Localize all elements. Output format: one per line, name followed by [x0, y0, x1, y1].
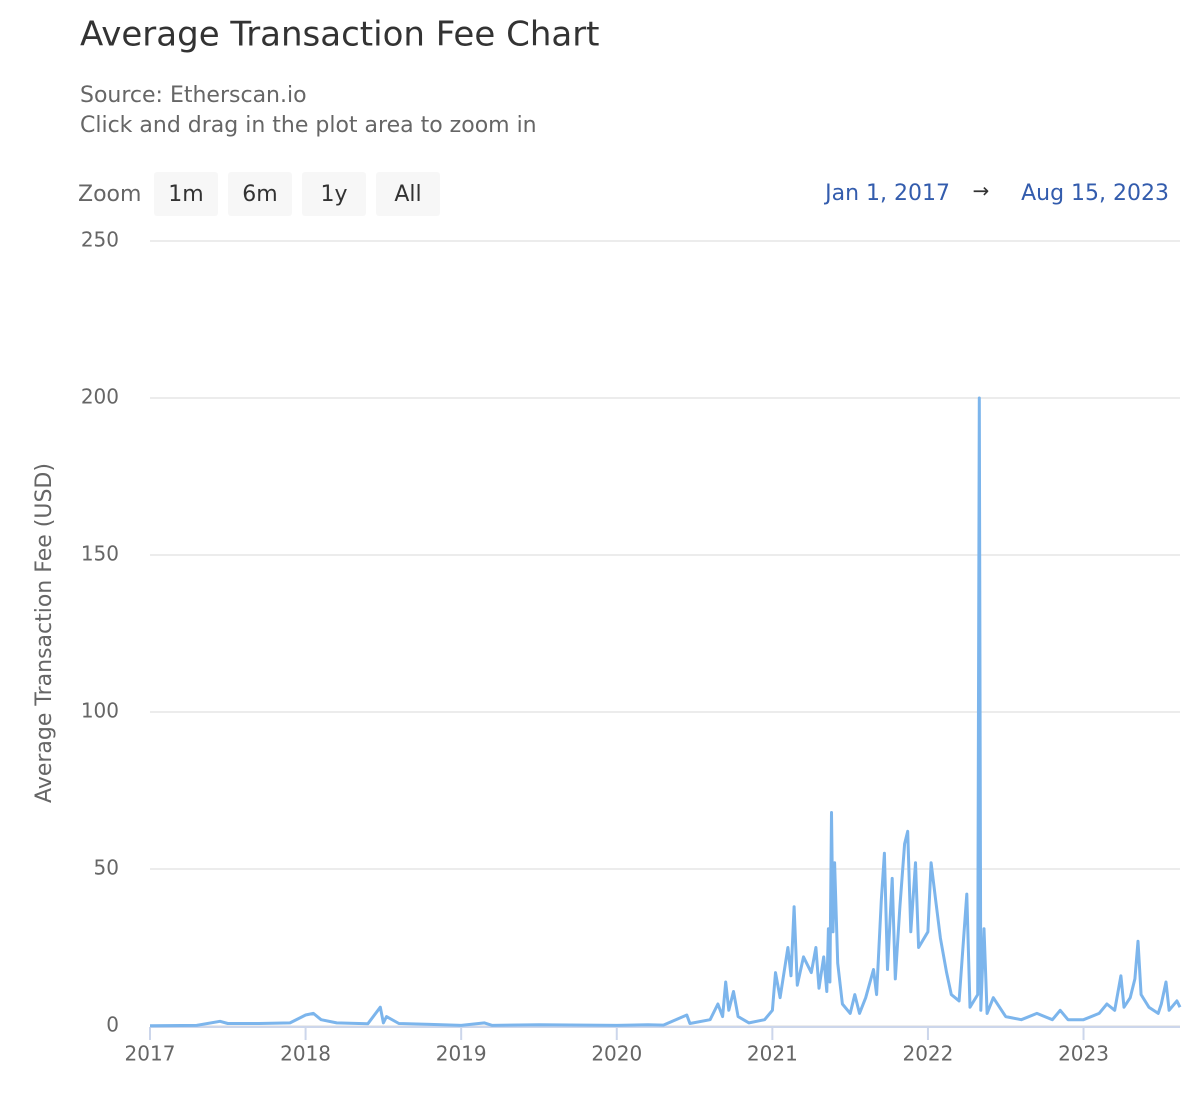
zoom-button[interactable]: [228, 172, 292, 216]
y-tick-label: 0: [106, 1013, 119, 1037]
zoom-button[interactable]: [302, 172, 366, 216]
x-tick-label: 2022: [902, 1042, 953, 1066]
x-tick-label: 2021: [747, 1042, 798, 1066]
chart-subtitle: Source: Etherscan.io: [80, 83, 307, 108]
x-tick-label: 2018: [280, 1042, 331, 1066]
y-tick-label: 250: [81, 228, 119, 252]
x-tick-label: 2020: [591, 1042, 642, 1066]
zoom-button-label[interactable]: 6m: [242, 182, 277, 207]
y-tick-label: 200: [81, 385, 119, 409]
x-tick-label: 2023: [1058, 1042, 1109, 1066]
range-separator: →: [973, 179, 990, 203]
y-tick-label: 50: [94, 856, 119, 880]
zoom-button-label[interactable]: 1y: [320, 182, 347, 207]
zoom-button-label[interactable]: 1m: [168, 182, 203, 207]
y-axis-title: Average Transaction Fee (USD): [32, 463, 57, 803]
zoom-button-label[interactable]: All: [394, 182, 421, 207]
chart-subtitle: Click and drag in the plot area to zoom …: [80, 113, 537, 138]
x-tick-label: 2019: [436, 1042, 487, 1066]
x-tick-label: 2017: [125, 1042, 176, 1066]
y-tick-label: 150: [81, 542, 119, 566]
range-from: Jan 1, 2017: [823, 181, 950, 206]
zoom-button[interactable]: [376, 172, 440, 216]
chart-title: Average Transaction Fee Chart: [80, 15, 600, 55]
y-tick-label: 100: [81, 699, 119, 723]
zoom-label: Zoom: [78, 182, 141, 207]
zoom-button[interactable]: [154, 172, 218, 216]
range-to: Aug 15, 2023: [1021, 181, 1169, 206]
series-line: [149, 396, 1182, 1028]
